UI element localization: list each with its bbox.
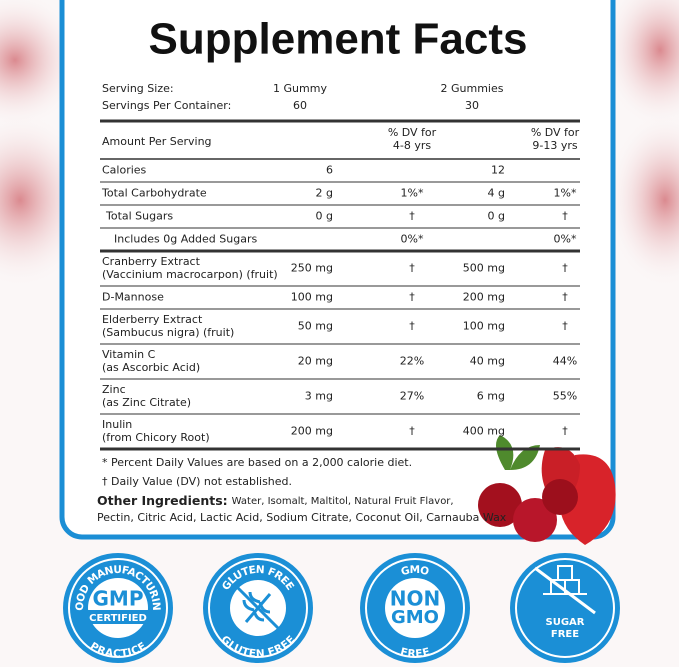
amount-2: 400 mg [463, 425, 505, 438]
badge-center: FREE [551, 629, 579, 640]
dv-2: † [562, 210, 568, 223]
badge-center: NON [390, 587, 440, 611]
badge-center: SUGAR [546, 617, 585, 628]
nutrient-name: (Vaccinium macrocarpon) (fruit) [102, 268, 278, 281]
dv-2: 0%* [554, 233, 577, 246]
amount-1: 20 mg [298, 355, 333, 368]
dv-1: 27% [400, 390, 424, 403]
bg-fruit [605, 110, 679, 290]
dv-1: † [409, 425, 415, 438]
header-dv1: 4-8 yrs [393, 139, 431, 152]
dv-2: † [562, 262, 568, 275]
badge-core [385, 578, 445, 638]
dv-2: † [562, 291, 568, 304]
slash [534, 566, 596, 615]
dv-1: † [409, 262, 415, 275]
dv-2: 1%* [554, 187, 577, 200]
dv-1: † [409, 291, 415, 304]
badge-circle [510, 553, 620, 663]
badge-center: GMO [391, 607, 439, 628]
bg-fruit [600, 0, 679, 130]
serving-col2: 2 Gummies [441, 82, 504, 95]
badge-center: GMP [93, 587, 144, 611]
nutrient-name: (from Chicory Root) [102, 431, 210, 444]
header-label: Amount Per Serving [102, 135, 212, 148]
dv-2: † [562, 425, 568, 438]
amount-2: 500 mg [463, 262, 505, 275]
facts-panel [59, 0, 616, 540]
nutrient-name: Includes 0g Added Sugars [114, 233, 257, 246]
cubes [543, 565, 587, 595]
amount-1: 50 mg [298, 320, 333, 333]
nutrient-name: (Sambucus nigra) (fruit) [102, 326, 234, 339]
badge-bottom-text: PRACTICE [88, 640, 148, 660]
nutrient-name: D-Mannose [102, 291, 164, 304]
amount-1: 100 mg [291, 291, 333, 304]
serving-label: Servings Per Container: [102, 99, 231, 112]
amount-1: 200 mg [291, 425, 333, 438]
serving-col1: 60 [293, 99, 307, 112]
amount-2: 6 mg [477, 390, 505, 403]
amount-1: 6 [326, 164, 333, 177]
dv-1: 1%* [401, 187, 424, 200]
fruit [478, 435, 616, 545]
badge-ring [515, 558, 615, 658]
badge-top-text: GMO [400, 564, 431, 578]
dv-1: 22% [400, 355, 424, 368]
badge-ring [365, 558, 465, 658]
other-label: Other Ingredients: [97, 493, 228, 508]
badge-center: CERTIFIED [89, 613, 147, 624]
nutrient-name: (as Ascorbic Acid) [102, 361, 200, 374]
slash [236, 586, 280, 630]
amount-2: 4 g [488, 187, 505, 200]
dv-1: 0%* [401, 233, 424, 246]
header-dv1: % DV for [388, 126, 437, 139]
nutrient-name: Inulin [102, 418, 132, 431]
nutrient-name: Elderberry Extract [102, 313, 203, 326]
nutrient-name: (as Zinc Citrate) [102, 396, 191, 409]
dv-1: † [409, 210, 415, 223]
footnote: * Percent Daily Values are based on a 2,… [102, 456, 412, 469]
badge-ring [68, 558, 168, 658]
badge-ring [208, 558, 308, 658]
serving-col2: 30 [465, 99, 479, 112]
badge-bottom: PRACTICE [88, 640, 148, 660]
amount-2: 100 mg [463, 320, 505, 333]
nutrient-name: Total Carbohydrate [101, 187, 207, 200]
header-dv2: % DV for [531, 126, 580, 139]
serving-col1: 1 Gummy [273, 82, 327, 95]
nutrient-name: Total Sugars [105, 210, 173, 223]
badge-top: GMO [400, 564, 431, 578]
amount-2: 12 [491, 164, 505, 177]
amount-2: 0 g [488, 210, 505, 223]
footnote: † Daily Value (DV) not established. [102, 475, 292, 488]
amount-1: 2 g [316, 187, 333, 200]
amount-1: 0 g [316, 210, 333, 223]
title: Supplement Facts [149, 15, 528, 64]
amount-1: 3 mg [305, 390, 333, 403]
amount-2: 40 mg [470, 355, 505, 368]
other-ingredients: Other Ingredients: Water, Isomalt, Maltit… [97, 493, 454, 508]
amount-2: 200 mg [463, 291, 505, 304]
header-dv2: 9-13 yrs [532, 139, 577, 152]
badge-band [88, 610, 148, 624]
other-text: Pectin, Citric Acid, Lactic Acid, Sodium… [97, 511, 507, 524]
nutrient-name: Cranberry Extract [102, 255, 201, 268]
dv-2: 55% [553, 390, 577, 403]
dv-2: 44% [553, 355, 577, 368]
dv-2: † [562, 320, 568, 333]
dv-1: † [409, 320, 415, 333]
other-text: Water, Isomalt, Maltitol, Natural Fruit … [232, 496, 454, 507]
serving-label: Serving Size: [102, 82, 174, 95]
nutrient-name: Calories [102, 164, 147, 177]
amount-1: 250 mg [291, 262, 333, 275]
nutrient-name: Zinc [102, 383, 126, 396]
nutrient-name: Vitamin C [102, 348, 156, 361]
